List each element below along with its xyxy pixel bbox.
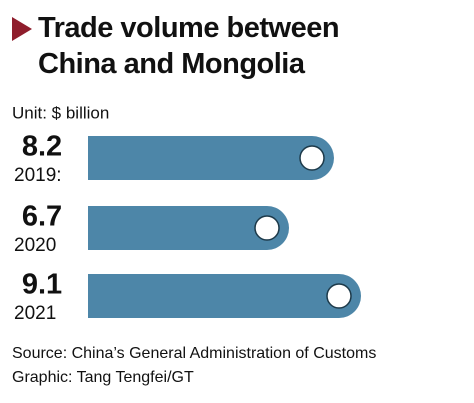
value-label: 6.7 [22, 201, 62, 233]
category-label: 2020 [14, 235, 56, 256]
unit-label: Unit: $ billion [12, 103, 109, 122]
value-label: 8.2 [22, 131, 62, 163]
bar [88, 206, 289, 250]
chart-title: Trade volume between China and Mongolia [38, 12, 340, 80]
category-label: 2019: [14, 165, 62, 186]
bar-end-dot [326, 283, 352, 309]
bar [88, 136, 334, 180]
bar-end-dot [299, 145, 325, 171]
credit: Graphic: Tang Tengfei/GT [12, 369, 194, 386]
source: Source: China’s General Administration o… [12, 345, 376, 362]
category-label: 2021 [14, 303, 56, 324]
value-label: 9.1 [22, 269, 62, 301]
title-marker [12, 17, 32, 41]
bar [88, 274, 361, 318]
bar-end-dot [254, 215, 280, 241]
